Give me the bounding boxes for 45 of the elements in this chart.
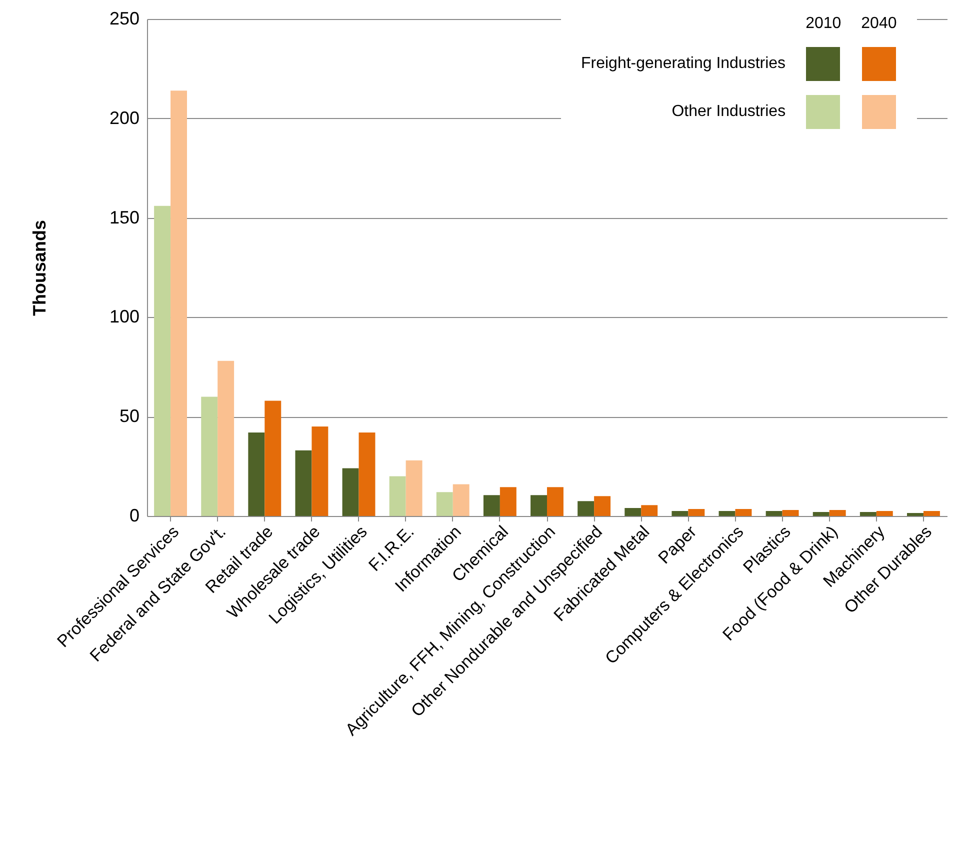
bar (812, 512, 830, 516)
y-tick-label: 250 (109, 8, 140, 28)
y-tick-label: 100 (109, 306, 140, 327)
bar (170, 90, 187, 516)
bar (547, 487, 564, 516)
bar (218, 360, 234, 516)
y-axis-title: Thousands (29, 220, 50, 316)
bar (500, 487, 516, 516)
annotation: 2040 (861, 15, 897, 33)
bar (829, 510, 846, 516)
y-tick-label: 0 (129, 506, 140, 526)
bar (483, 495, 500, 516)
bar (672, 511, 688, 516)
bar (876, 511, 893, 516)
legend-label: Freight-generating Industries (581, 54, 786, 74)
bar (923, 511, 940, 516)
bar (578, 501, 594, 516)
bar (641, 505, 658, 516)
bar (312, 426, 328, 516)
bar (594, 496, 611, 516)
bar (358, 432, 376, 516)
bar (248, 432, 265, 516)
bar (860, 512, 876, 516)
bar (389, 476, 406, 516)
bar (295, 450, 312, 516)
bar (264, 400, 282, 516)
bar (766, 511, 782, 516)
bar (688, 509, 705, 516)
bar (735, 509, 752, 516)
bar (718, 511, 736, 516)
legend-label: Other Industries (670, 102, 786, 122)
bar (406, 460, 422, 516)
bar (154, 206, 171, 516)
bar (436, 492, 453, 516)
y-tick-label: 200 (109, 108, 140, 128)
bar (452, 484, 470, 516)
bar (201, 396, 218, 516)
bar (530, 495, 547, 516)
y-tick-label: 50 (119, 406, 140, 426)
bar (624, 508, 642, 516)
bar (907, 513, 924, 516)
annotation: 2010 (806, 15, 842, 33)
bar (782, 510, 799, 516)
bar (342, 468, 359, 516)
y-tick-label: 150 (109, 207, 140, 228)
